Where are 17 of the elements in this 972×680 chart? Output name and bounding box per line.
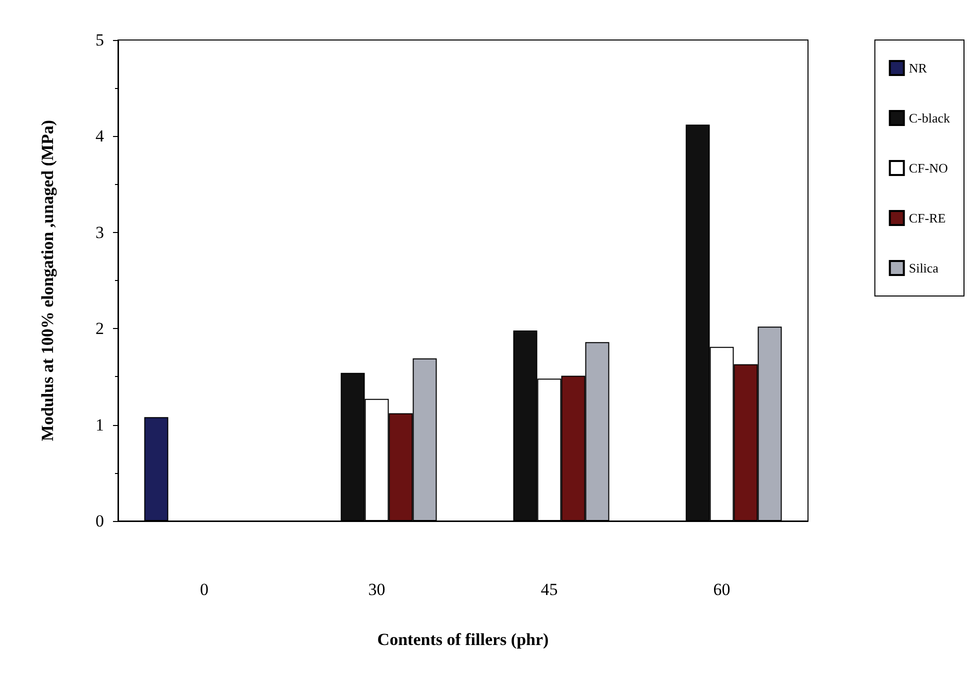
- legend-label: C-black: [908, 110, 950, 126]
- legend-label: NR: [908, 60, 928, 76]
- y-tick-label: 0: [96, 512, 104, 530]
- legend-label: CF-NO: [908, 160, 948, 176]
- x-tick-label: 45: [540, 580, 558, 599]
- y-tick-label: 2: [96, 319, 104, 338]
- x-axis-title: Contents of fillers (phr): [377, 630, 549, 649]
- x-tick-label: 30: [368, 580, 386, 599]
- x-tick-label: 0: [200, 580, 208, 599]
- x-tick-label: 60: [713, 580, 730, 599]
- y-tick-label: 4: [96, 126, 104, 146]
- legend-label: CF-RE: [908, 210, 946, 226]
- legend-label: Silica: [908, 260, 939, 276]
- y-tick-label: 3: [96, 222, 104, 242]
- y-tick-label: 1: [96, 415, 104, 434]
- y-tick-label: 5: [96, 30, 104, 50]
- y-axis-title: Modulus at 100% elongation ,unaged (MPa): [38, 120, 57, 442]
